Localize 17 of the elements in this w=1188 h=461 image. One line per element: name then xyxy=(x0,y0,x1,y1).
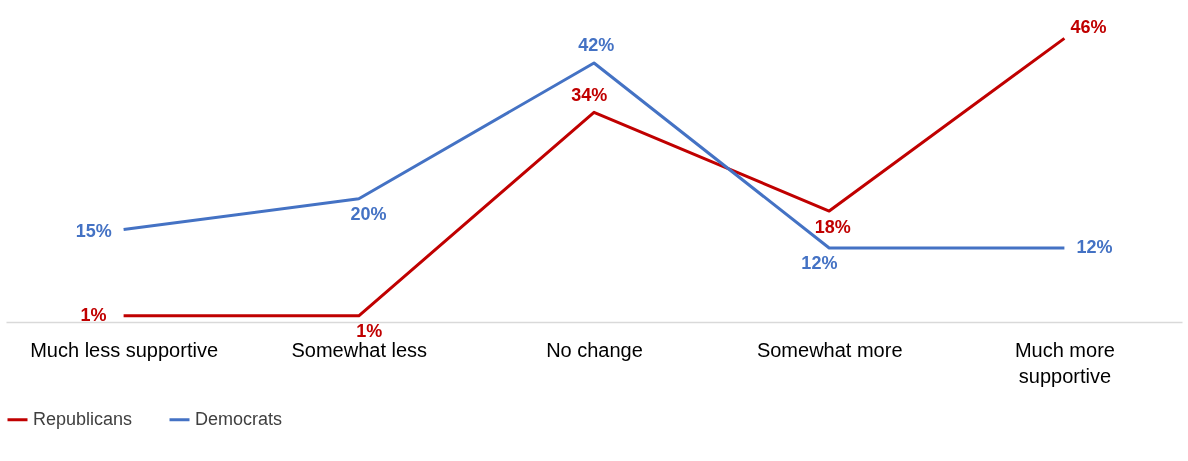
data-label: 12% xyxy=(1076,237,1113,258)
data-label: 1% xyxy=(356,320,383,341)
data-label: 20% xyxy=(350,203,387,224)
x-tick-label: Much less supportive xyxy=(30,338,219,361)
x-tick-label: Somewhat more xyxy=(756,338,903,361)
data-label: 12% xyxy=(801,253,838,274)
x-tick-label: Much more supportive xyxy=(1014,338,1115,387)
data-label: 46% xyxy=(1070,17,1107,38)
data-label: 1% xyxy=(80,304,107,325)
data-label: 34% xyxy=(571,84,608,105)
data-label: 18% xyxy=(814,216,851,237)
x-tick-label: No change xyxy=(546,338,643,361)
legend-label: Democrats xyxy=(195,408,283,429)
x-tick-label: Somewhat less xyxy=(291,338,428,361)
data-label: 42% xyxy=(578,35,615,56)
legend-label: Republicans xyxy=(33,408,133,429)
data-label: 15% xyxy=(75,220,112,241)
